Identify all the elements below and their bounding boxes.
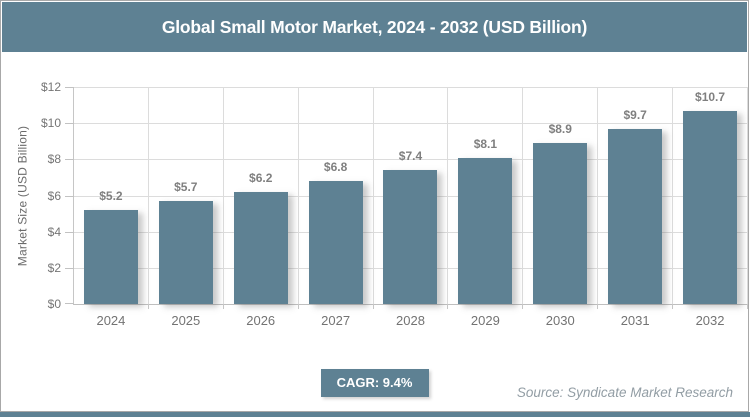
column-2027: $6.8 2027 — [299, 87, 374, 328]
chart-title: Global Small Motor Market, 2024 - 2032 (… — [161, 17, 588, 37]
y-tick-mark — [65, 231, 74, 233]
bar-value-label: $5.2 — [99, 188, 123, 203]
x-tick-label: 2030 — [545, 313, 575, 328]
bar-value-label: $8.1 — [473, 136, 498, 151]
x-tick-label: 2025 — [171, 313, 201, 328]
plot-area: $5.2 2024 $5.7 2025 $6.2 2026 $6.8 2027 $7.4 2028… — [65, 87, 748, 328]
y-tick-mark — [65, 159, 74, 161]
bar-value-label: $5.7 — [174, 179, 198, 194]
x-tick-label: 2032 — [695, 313, 725, 328]
y-tick-label: $0 — [47, 297, 61, 311]
y-tick-label: $10 — [40, 116, 61, 131]
bar-2031 — [608, 128, 663, 304]
bar-value-label: $7.4 — [398, 149, 423, 164]
h-gridline-12 — [74, 87, 748, 88]
y-tick-label: $8 — [47, 152, 61, 167]
y-tick-mark — [65, 195, 74, 197]
x-tick-mark — [297, 304, 299, 309]
x-tick-mark — [147, 304, 149, 309]
column-2032: $10.7 2032 — [673, 87, 748, 328]
column-2029: $8.1 2029 — [448, 87, 524, 328]
y-tick-label: $2 — [47, 260, 61, 275]
y-tick-mark — [65, 267, 74, 269]
x-tick-mark — [746, 304, 748, 309]
x-tick-mark — [597, 304, 599, 309]
y-axis-ticks: $0 $2 $4 $6 $8 $10 $12 — [1, 80, 61, 311]
bar-2030 — [533, 143, 588, 304]
bar-2026 — [233, 191, 288, 304]
bar-2025 — [158, 200, 213, 304]
y-tick-mark — [65, 87, 74, 88]
bar-2029 — [458, 157, 513, 304]
column-2031: $9.7 2031 — [598, 87, 674, 328]
bar-value-label: $9.7 — [623, 107, 647, 122]
bar-2028 — [383, 170, 438, 304]
y-tick-label: $4 — [47, 224, 61, 239]
column-2024: $5.2 2024 — [74, 87, 149, 328]
bar-value-label: $8.9 — [548, 122, 572, 137]
x-tick-label: 2027 — [321, 313, 351, 328]
x-tick-label: 2024 — [96, 313, 126, 328]
x-tick-mark — [447, 304, 449, 309]
bar-value-label: $10.7 — [695, 89, 726, 104]
title-bar: Global Small Motor Market, 2024 - 2032 (… — [2, 2, 747, 52]
x-tick-mark — [222, 304, 224, 309]
y-tick-label: $6 — [47, 188, 61, 203]
x-tick-label: 2029 — [470, 313, 500, 328]
y-tick-label: $12 — [40, 80, 61, 94]
column-2030: $8.9 2030 — [523, 87, 599, 328]
bar-2027 — [308, 181, 363, 304]
x-tick-label: 2026 — [246, 313, 276, 328]
column-2025: $5.7 2025 — [149, 87, 224, 328]
h-gridline-10 — [74, 123, 748, 125]
x-tick-label: 2028 — [396, 313, 425, 328]
x-tick-mark — [672, 304, 674, 309]
y-tick-mark — [65, 123, 74, 125]
bar-2032 — [683, 110, 738, 304]
x-tick-label: 2031 — [620, 313, 650, 328]
source-text: Source: Syndicate Market Research — [516, 385, 733, 400]
bar-value-label: $6.8 — [323, 160, 348, 175]
y-tick-mark — [65, 303, 74, 304]
h-gridline-8 — [74, 159, 748, 161]
bottom-accent-bar — [0, 412, 750, 417]
bar-2024 — [83, 209, 138, 304]
column-2028: $7.4 2028 — [374, 87, 449, 328]
x-tick-mark — [522, 304, 524, 309]
cagr-badge: CAGR: 9.4% — [320, 369, 429, 397]
column-2026: $6.2 2026 — [224, 87, 299, 328]
x-tick-mark — [372, 304, 374, 309]
bar-value-label: $6.2 — [249, 170, 273, 185]
